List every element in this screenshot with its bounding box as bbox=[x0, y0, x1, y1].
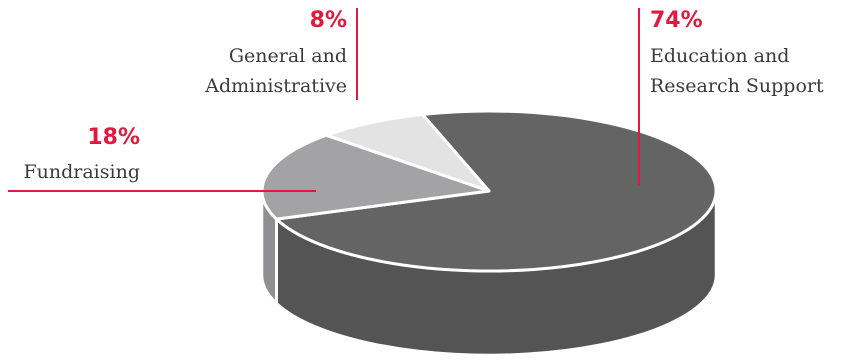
value-label-fundraising: 18% bbox=[87, 125, 140, 150]
slice-education-and-research-support bbox=[275, 109, 718, 273]
category-label-education-and-research-support: Education and bbox=[650, 45, 789, 67]
slice-fundraising bbox=[260, 133, 491, 221]
category-label-general-and-administrative: Administrative bbox=[204, 75, 347, 97]
category-label-general-and-administrative: General and bbox=[229, 45, 347, 67]
slice-labels: 74% Education and Research Support 8% Genera… bbox=[23, 8, 824, 183]
label-leader-lines bbox=[8, 8, 640, 192]
value-label-education-and-research-support: 74% bbox=[650, 8, 703, 33]
category-label-education-and-research-support: Research Support bbox=[650, 75, 824, 97]
value-label-general-and-administrative: 8% bbox=[310, 8, 347, 33]
category-label-fundraising: Fundraising bbox=[23, 161, 140, 183]
slice-general-and-administrative bbox=[324, 113, 491, 193]
pie-top-slices bbox=[260, 109, 718, 273]
